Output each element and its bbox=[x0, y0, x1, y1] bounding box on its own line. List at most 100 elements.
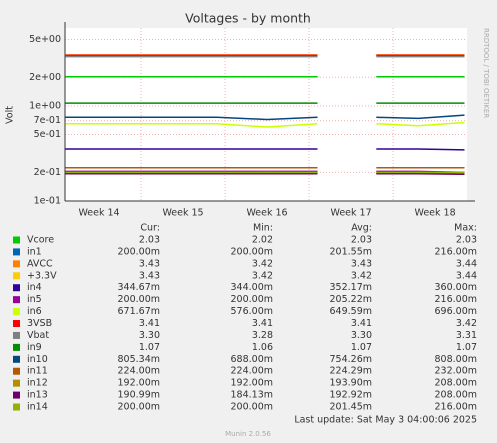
column-header: Cur: bbox=[140, 223, 160, 234]
x-tick-label: Week 16 bbox=[246, 208, 287, 219]
x-tick-label: Week 18 bbox=[415, 208, 456, 219]
legend-stat: 192.00m bbox=[118, 378, 161, 389]
legend-stat: 208.00m bbox=[435, 378, 478, 389]
legend-swatch bbox=[13, 320, 20, 328]
legend-swatch bbox=[13, 355, 20, 363]
legend-stat: 1.06 bbox=[252, 342, 273, 353]
y-axis-label: Volt bbox=[5, 106, 16, 124]
legend-stat: 696.00m bbox=[435, 306, 478, 317]
legend-swatch bbox=[13, 248, 20, 256]
legend-stat: 3.42 bbox=[252, 258, 273, 269]
legend-stat: 200.00m bbox=[231, 246, 274, 257]
y-tick-label: 1e+00 bbox=[29, 100, 61, 111]
legend-stat: 224.00m bbox=[231, 366, 274, 377]
legend-stat: 2.03 bbox=[456, 235, 477, 246]
y-tick-label: 7e-01 bbox=[34, 115, 61, 126]
legend-stat: 576.00m bbox=[231, 306, 274, 317]
legend-swatch bbox=[13, 296, 20, 304]
legend-swatch bbox=[13, 260, 20, 268]
legend-stat: 3.43 bbox=[351, 258, 372, 269]
legend-swatch bbox=[13, 284, 20, 292]
y-tick-label: 5e+00 bbox=[29, 34, 61, 45]
legend-label: 3VSB bbox=[27, 318, 52, 329]
last-update: Last update: Sat May 3 04:00:06 2025 bbox=[294, 415, 477, 426]
y-tick-label: 2e-01 bbox=[34, 167, 61, 178]
legend-stat: 649.59m bbox=[330, 306, 373, 317]
x-tick-label: Week 17 bbox=[330, 208, 371, 219]
legend-stat: 3.31 bbox=[456, 330, 477, 341]
legend-stat: 808.00m bbox=[435, 354, 478, 365]
legend-stat: 360.00m bbox=[435, 282, 478, 293]
legend-stat: 3.43 bbox=[139, 258, 160, 269]
side-note: RRDTOOL / TOBI OETIKER bbox=[482, 28, 490, 118]
legend-label: in6 bbox=[27, 306, 42, 317]
legend-stat: 1.07 bbox=[351, 342, 372, 353]
legend-label: Vcore bbox=[27, 235, 54, 246]
legend-stat: 224.29m bbox=[330, 366, 373, 377]
column-header: Min: bbox=[253, 223, 273, 234]
legend-stat: 3.41 bbox=[351, 318, 372, 329]
plot-area bbox=[65, 28, 467, 201]
legend-stat: 3.42 bbox=[351, 270, 372, 281]
legend-stat: 352.17m bbox=[330, 282, 373, 293]
series-line bbox=[65, 173, 465, 176]
column-header: Max: bbox=[454, 223, 477, 234]
legend-stat: 201.45m bbox=[330, 402, 373, 413]
legend-stat: 200.00m bbox=[118, 294, 161, 305]
y-tick-label: 1e-01 bbox=[34, 196, 61, 207]
legend-stat: 805.34m bbox=[118, 354, 161, 365]
legend-label: in10 bbox=[27, 354, 48, 365]
legend-label: in9 bbox=[27, 342, 42, 353]
legend-stat: 2.02 bbox=[252, 235, 273, 246]
legend-stat: 205.22m bbox=[330, 294, 373, 305]
legend-stat: 3.30 bbox=[139, 330, 160, 341]
legend-stat: 200.00m bbox=[118, 246, 161, 257]
legend-stat: 3.43 bbox=[139, 270, 160, 281]
y-tick-label: 5e-01 bbox=[34, 129, 61, 140]
legend-stat: 208.00m bbox=[435, 390, 478, 401]
legend-label: in11 bbox=[27, 366, 48, 377]
legend-stat: 224.00m bbox=[118, 366, 161, 377]
series-line bbox=[65, 148, 465, 151]
legend-label: in5 bbox=[27, 294, 42, 305]
legend-swatch bbox=[13, 391, 20, 399]
legend-label: AVCC bbox=[27, 258, 53, 269]
legend-stat: 3.41 bbox=[252, 318, 273, 329]
legend-stat: 192.92m bbox=[330, 390, 373, 401]
legend-swatch bbox=[13, 367, 20, 375]
legend-stat: 216.00m bbox=[435, 246, 478, 257]
chart-title: Voltages - by month bbox=[185, 11, 311, 26]
legend-stat: 190.99m bbox=[118, 390, 161, 401]
series-line bbox=[65, 114, 465, 121]
legend-swatch bbox=[13, 343, 20, 351]
legend-stat: 344.67m bbox=[118, 282, 161, 293]
legend-swatch bbox=[13, 236, 20, 244]
legend-stat: 201.55m bbox=[330, 246, 373, 257]
legend-swatch bbox=[13, 272, 20, 280]
legend-stat: 671.67m bbox=[118, 306, 161, 317]
legend-label: in14 bbox=[27, 402, 48, 413]
legend-stat: 216.00m bbox=[435, 294, 478, 305]
legend-stat: 2.03 bbox=[351, 235, 372, 246]
legend-stat: 192.00m bbox=[231, 378, 274, 389]
x-tick-label: Week 15 bbox=[162, 208, 203, 219]
legend-label: Vbat bbox=[27, 330, 49, 341]
legend-label: in1 bbox=[27, 246, 42, 257]
column-header: Avg: bbox=[351, 223, 372, 234]
legend-stat: 2.03 bbox=[139, 235, 160, 246]
footer: Munin 2.0.56 bbox=[225, 430, 271, 438]
legend-stat: 216.00m bbox=[435, 402, 478, 413]
legend-stat: 3.42 bbox=[252, 270, 273, 281]
legend-stat: 200.00m bbox=[231, 294, 274, 305]
legend-stat: 3.42 bbox=[456, 318, 477, 329]
legend-stat: 3.30 bbox=[351, 330, 372, 341]
legend-stat: 3.41 bbox=[139, 318, 160, 329]
legend-stat: 1.07 bbox=[456, 342, 477, 353]
x-tick-label: Week 14 bbox=[78, 208, 119, 219]
series-line bbox=[65, 121, 465, 128]
legend-stat: 200.00m bbox=[118, 402, 161, 413]
legend-stat: 688.00m bbox=[231, 354, 274, 365]
legend-label: +3.3V bbox=[27, 270, 57, 281]
legend-stat: 344.00m bbox=[231, 282, 274, 293]
